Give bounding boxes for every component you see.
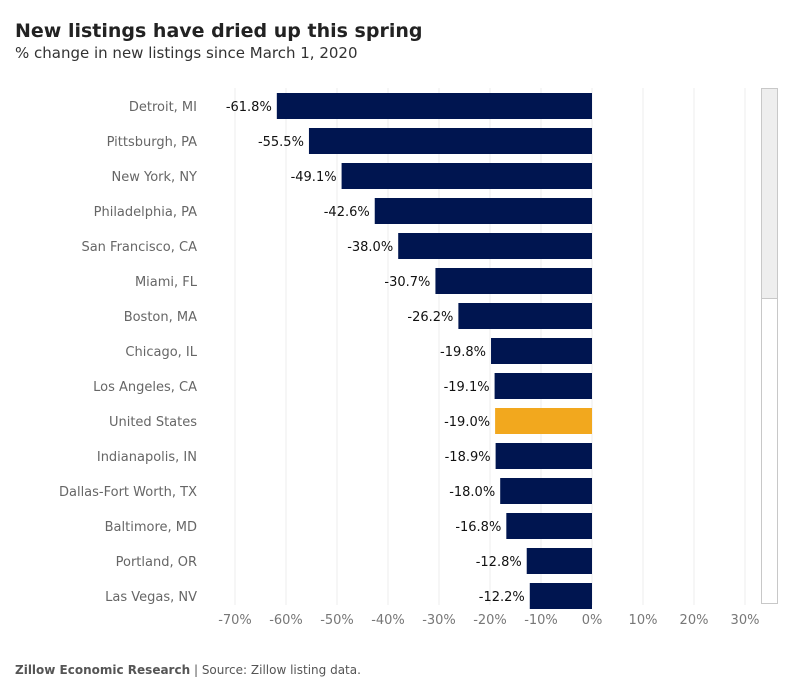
value-label: -12.8% — [476, 555, 522, 570]
bar — [458, 303, 592, 329]
value-label: -19.8% — [440, 345, 486, 360]
x-tick-label: 30% — [731, 613, 760, 628]
footer: Zillow Economic Research | Source: Zillo… — [15, 663, 361, 677]
value-label: -18.0% — [449, 485, 495, 500]
value-label: -18.9% — [445, 450, 491, 465]
value-label: -19.0% — [444, 415, 490, 430]
x-tick-label: 0% — [582, 613, 603, 628]
footer-source: Source: Zillow listing data. — [201, 663, 361, 677]
category-label: Baltimore, MD — [105, 520, 197, 535]
x-tick-label: 10% — [629, 613, 658, 628]
value-label: -38.0% — [347, 240, 393, 255]
category-label: Chicago, IL — [125, 345, 197, 360]
footer-separator: | — [190, 663, 202, 677]
category-label: Los Angeles, CA — [93, 380, 197, 395]
value-labels: -61.8% -55.5% -49.1% -42.6% -38.0% -30.7% -26.… — [226, 100, 525, 605]
bar — [500, 478, 592, 504]
bar — [526, 548, 592, 574]
x-tick-label: -50% — [320, 613, 354, 628]
value-label: -19.1% — [444, 380, 490, 395]
chart-scrollbar[interactable] — [761, 88, 778, 604]
category-label: San Francisco, CA — [81, 240, 197, 255]
bar — [341, 163, 592, 189]
scrollbar-thumb[interactable] — [762, 89, 777, 299]
value-label: -49.1% — [291, 170, 337, 185]
bar — [495, 443, 592, 469]
footer-brand: Zillow Economic Research — [15, 663, 191, 677]
category-label: Dallas-Fort Worth, TX — [59, 485, 197, 500]
bar — [494, 373, 592, 399]
value-label: -61.8% — [226, 100, 272, 115]
category-label: United States — [109, 415, 197, 430]
bar — [491, 338, 592, 364]
x-tick-label: -70% — [218, 613, 252, 628]
bar — [374, 198, 592, 224]
bar — [398, 233, 592, 259]
category-label: New York, NY — [112, 170, 198, 185]
category-label: Detroit, MI — [129, 100, 197, 115]
value-label: -12.2% — [479, 590, 525, 605]
x-tick-label: -60% — [269, 613, 303, 628]
category-labels: Detroit, MI Pittsburgh, PA New York, NY Phi… — [59, 100, 198, 605]
category-label: Philadelphia, PA — [94, 205, 197, 220]
bar — [529, 583, 592, 609]
bar — [506, 513, 592, 539]
category-label: Boston, MA — [124, 310, 197, 325]
x-axis-ticks: -70% -60% -50% -40% -30% -20% -10% 0% 10% 20% 30% — [218, 613, 759, 628]
value-label: -16.8% — [455, 520, 501, 535]
bar — [276, 93, 592, 119]
chart-title: New listings have dried up this spring — [15, 20, 423, 42]
bars — [276, 93, 592, 609]
category-label: Pittsburgh, PA — [107, 135, 198, 150]
category-label: Miami, FL — [135, 275, 198, 290]
x-tick-label: -30% — [422, 613, 456, 628]
value-label: -42.6% — [324, 205, 370, 220]
x-tick-label: 20% — [680, 613, 709, 628]
value-label: -55.5% — [258, 135, 304, 150]
x-tick-label: -20% — [473, 613, 507, 628]
category-label: Indianapolis, IN — [97, 450, 197, 465]
x-tick-label: -10% — [524, 613, 558, 628]
value-label: -26.2% — [407, 310, 453, 325]
bar — [435, 268, 592, 294]
chart-subtitle: % change in new listings since March 1, … — [15, 44, 358, 62]
bar — [495, 408, 592, 434]
x-tick-label: -40% — [371, 613, 405, 628]
category-label: Las Vegas, NV — [105, 590, 197, 605]
value-label: -30.7% — [384, 275, 430, 290]
bar — [308, 128, 592, 154]
category-label: Portland, OR — [116, 555, 197, 570]
